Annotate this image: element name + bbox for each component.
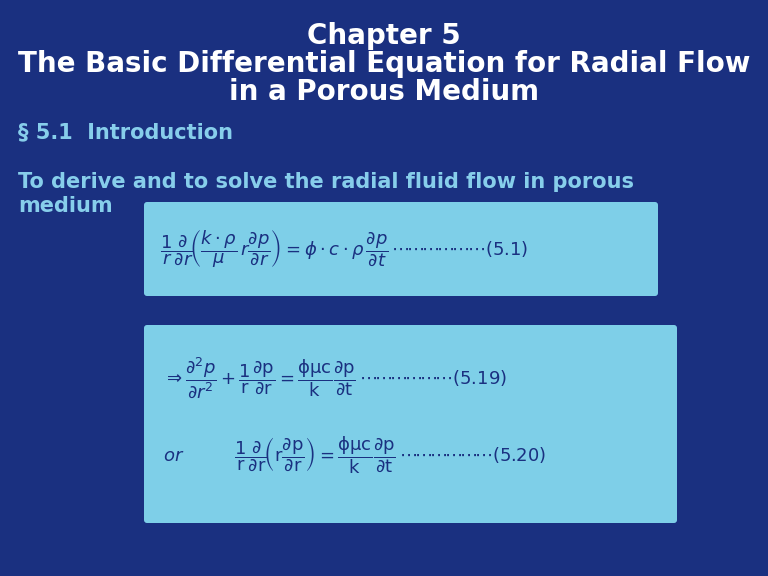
Text: Chapter 5: Chapter 5 (307, 22, 461, 50)
Text: $\mathit{or}\qquad\quad\dfrac{1}{\rm r}\dfrac{\partial}{\partial r}\!\left(r\dfr: $\mathit{or}\qquad\quad\dfrac{1}{\rm r}\… (163, 434, 546, 476)
FancyBboxPatch shape (144, 202, 658, 296)
Text: in a Porous Medium: in a Porous Medium (229, 78, 539, 106)
Text: To derive and to solve the radial fluid flow in porous: To derive and to solve the radial fluid … (18, 172, 634, 192)
Text: medium: medium (18, 196, 113, 216)
Text: § 5.1  Introduction: § 5.1 Introduction (18, 122, 233, 142)
Text: The Basic Differential Equation for Radial Flow: The Basic Differential Equation for Radi… (18, 50, 750, 78)
FancyBboxPatch shape (144, 325, 677, 523)
Text: $\dfrac{1}{r}\dfrac{\partial}{\partial r}\!\left(\dfrac{k\cdot\rho}{\mu}\,r\dfra: $\dfrac{1}{r}\dfrac{\partial}{\partial r… (160, 228, 528, 270)
Text: $\Rightarrow\dfrac{\partial^{2}p}{\partial r^{2}}+\dfrac{1}{\rm r}\dfrac{\partia: $\Rightarrow\dfrac{\partial^{2}p}{\parti… (163, 355, 507, 400)
